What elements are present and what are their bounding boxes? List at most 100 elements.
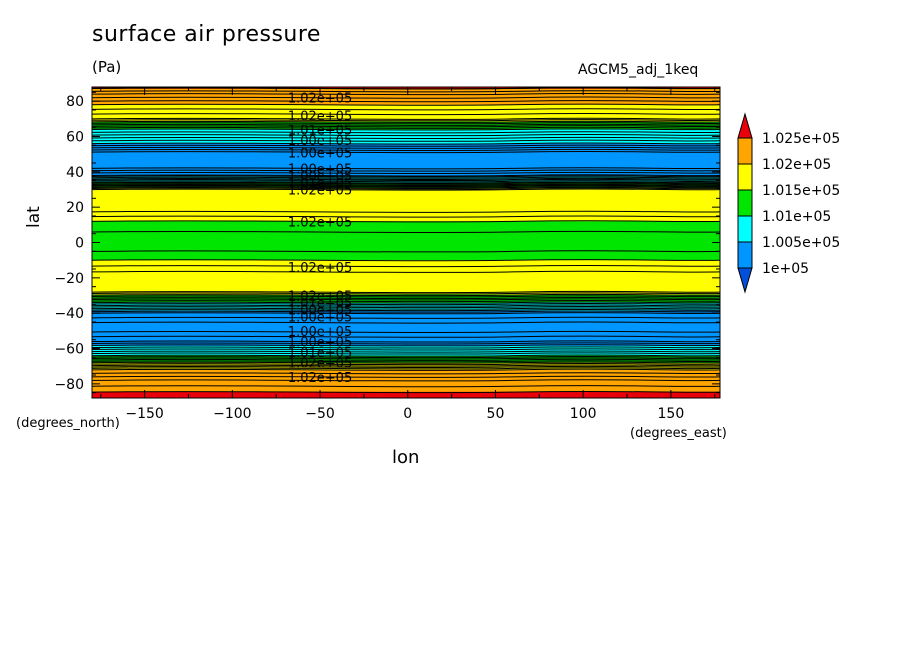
x-tick-label: −100: [213, 406, 251, 422]
contour-line: [92, 148, 720, 152]
contour-label: 1.00e+05: [288, 146, 352, 161]
contour-band: [92, 203, 720, 206]
contour-line: [92, 270, 720, 273]
contour-line: [92, 96, 720, 99]
contour-band: [92, 223, 720, 225]
contour-band: [92, 141, 720, 144]
contour-band: [92, 242, 720, 244]
colorbar-legend: 1.025e+05 1.02e+05 1.015e+05 1.01e+05 1.005e…: [737, 112, 840, 294]
contour-band: [92, 299, 720, 302]
contour-band: [92, 206, 720, 208]
contour-line: [92, 310, 720, 313]
contour-band: [92, 307, 720, 310]
contour-line: [92, 360, 720, 363]
contour-line: [92, 335, 720, 338]
contour-line: [92, 372, 720, 375]
contour-label: 1.00e+05: [288, 335, 352, 350]
contour-band: [92, 275, 720, 277]
contour-band: [92, 99, 720, 101]
contour-line: [92, 293, 720, 297]
contour-band: [92, 229, 720, 231]
contour-band: [92, 198, 720, 200]
contour-band: [92, 276, 720, 279]
contour-line: [92, 174, 720, 177]
contour-band: [92, 166, 720, 169]
contour-band: [92, 194, 720, 197]
contour-label: 1.01e+05: [288, 297, 352, 312]
contour-band: [92, 164, 720, 167]
contour-band: [92, 353, 720, 356]
contour-band: [92, 325, 720, 328]
contour-band: [92, 381, 720, 383]
contour-band: [92, 155, 720, 157]
contour-band: [92, 253, 720, 255]
contour-line: [92, 350, 720, 353]
contour-band: [92, 103, 720, 106]
contour-band: [92, 259, 720, 261]
contour-line: [92, 346, 720, 349]
contour-line: [92, 342, 720, 345]
contour-band: [92, 170, 720, 173]
contour-band: [92, 218, 720, 221]
contour-label: 1.00e+05: [288, 311, 352, 326]
contour-band: [92, 193, 720, 196]
contour-line: [92, 181, 720, 184]
contour-band: [92, 95, 720, 98]
contour-line: [92, 136, 720, 140]
contour-band: [92, 390, 720, 392]
contour-band: [92, 155, 720, 158]
contour-band: [92, 196, 720, 199]
contour-band: [92, 202, 720, 205]
contour-band: [92, 92, 720, 94]
contour-line: [92, 301, 720, 304]
contour-band: [92, 117, 720, 120]
contour-band: [92, 209, 720, 212]
contour-line: [92, 117, 720, 120]
contour-band: [92, 112, 720, 115]
contour-band: [92, 156, 720, 159]
contour-band: [92, 339, 720, 342]
contour-line: [92, 142, 720, 145]
contour-line: [92, 120, 720, 123]
contour-line: [92, 188, 720, 191]
contour-band: [92, 250, 720, 252]
contour-band: [92, 327, 720, 329]
colorbar-label: 1.005e+05: [762, 235, 840, 251]
contour-line: [92, 187, 720, 190]
contour-band: [92, 295, 720, 297]
contour-band: [92, 161, 720, 163]
contour-line: [92, 250, 720, 253]
contour-band: [92, 342, 720, 344]
contour-band: [92, 244, 720, 246]
contour-line: [92, 352, 720, 355]
colorbar-segment: [737, 163, 753, 191]
contour-band: [92, 255, 720, 258]
contour-band: [92, 102, 720, 105]
contour-band: [92, 94, 720, 97]
contour-band: [92, 224, 720, 227]
contour-band: [92, 117, 720, 119]
contour-band: [92, 133, 720, 136]
contour-band: [92, 192, 720, 194]
contour-band: [92, 128, 720, 131]
contour-band: [92, 320, 720, 322]
contour-lines: [92, 87, 720, 394]
contour-band: [92, 88, 720, 91]
contour-line: [92, 364, 720, 367]
contour-line: [92, 183, 720, 186]
contour-band: [92, 100, 720, 102]
contour-band: [92, 368, 720, 371]
contour-band: [92, 214, 720, 216]
contour-band: [92, 169, 720, 171]
contour-band: [92, 124, 720, 126]
contour-label: 1.02e+05: [288, 261, 352, 276]
contour-band: [92, 386, 720, 388]
contour-band: [92, 350, 720, 352]
contour-line: [92, 182, 720, 185]
contour-band: [92, 89, 720, 92]
contour-label: 1.02e+05: [288, 183, 352, 198]
x-axis: −150 −100 −50 0 50 100 150: [100, 87, 716, 422]
contour-line: [92, 259, 720, 262]
contour-line: [92, 340, 720, 343]
contour-band: [92, 207, 720, 209]
